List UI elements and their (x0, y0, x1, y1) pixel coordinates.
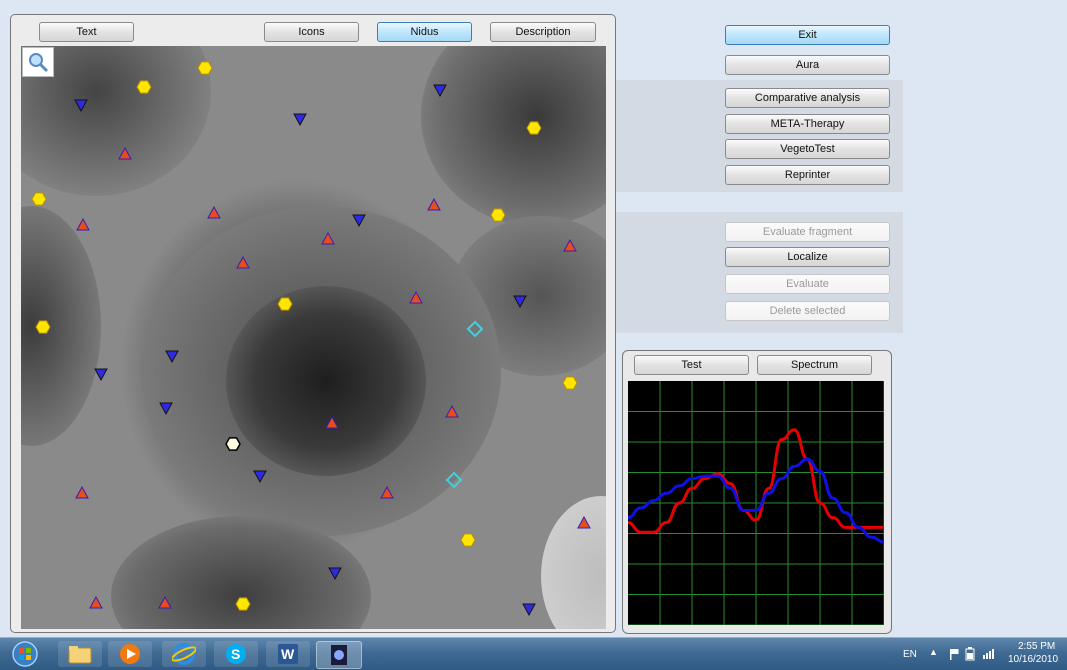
nidus-hexagon-marker[interactable] (31, 192, 47, 206)
folder-icon (68, 646, 92, 664)
spectrum-chart (627, 381, 885, 626)
test-button[interactable]: Test (634, 355, 749, 375)
triangle-down-marker[interactable] (74, 99, 88, 113)
tray-expand-icon[interactable]: ▲ (929, 647, 938, 657)
triangle-up-marker[interactable] (563, 238, 577, 252)
triangle-down-marker[interactable] (94, 368, 108, 382)
triangle-down-marker[interactable] (513, 295, 527, 309)
spectrum-series-line-1 (627, 457, 885, 544)
nidus-hexagon-marker[interactable] (235, 597, 251, 611)
triangle-up-marker[interactable] (118, 146, 132, 160)
nidus-hexagon-marker[interactable] (526, 121, 542, 135)
taskbar-skype[interactable]: S (214, 641, 258, 667)
app-icon (331, 645, 347, 665)
triangle-up-marker[interactable] (380, 485, 394, 499)
nidus-hexagon-marker[interactable] (136, 80, 152, 94)
triangle-up-marker[interactable] (427, 197, 441, 211)
triangle-up-marker[interactable] (577, 515, 591, 529)
triangle-up-marker[interactable] (76, 217, 90, 231)
nucleus (226, 286, 426, 476)
media-player-icon (120, 644, 140, 664)
triangle-down-marker[interactable] (522, 603, 536, 617)
triangle-down-marker[interactable] (253, 470, 267, 484)
triangle-down-marker[interactable] (159, 402, 173, 416)
reprinter-button[interactable]: Reprinter (725, 165, 890, 185)
comparative-analysis-button[interactable]: Comparative analysis (725, 88, 890, 108)
triangle-up-marker[interactable] (409, 290, 423, 304)
triangle-up-marker[interactable] (158, 595, 172, 609)
taskbar-media-player[interactable] (108, 641, 152, 667)
nidus-hexagon-marker[interactable] (277, 297, 293, 311)
delete-selected-button[interactable]: Delete selected (725, 301, 890, 321)
flag-icon[interactable] (948, 648, 960, 660)
spectrum-chart-svg (627, 381, 885, 626)
aura-button[interactable]: Aura (725, 55, 890, 75)
start-orb-icon (12, 641, 38, 667)
clock-date[interactable]: 10/16/2010 (1008, 654, 1059, 665)
triangle-up-marker[interactable] (75, 485, 89, 499)
triangle-up-marker[interactable] (236, 255, 250, 269)
nidus-hexagon-marker[interactable] (197, 61, 213, 75)
signal-icon[interactable] (982, 647, 996, 659)
diamond-marker[interactable] (445, 471, 463, 489)
evaluate-fragment-button[interactable]: Evaluate fragment (725, 222, 890, 242)
clock-time[interactable]: 2:55 PM (1018, 641, 1056, 652)
triangle-up-marker[interactable] (89, 595, 103, 609)
triangle-up-marker[interactable] (321, 231, 335, 245)
battery-icon[interactable] (965, 647, 975, 661)
spectrum-series-line-0 (627, 428, 884, 534)
triangle-down-marker[interactable] (293, 113, 307, 127)
skype-icon: S (226, 644, 246, 664)
evaluate-button[interactable]: Evaluate (725, 274, 890, 294)
nidus-hexagon-marker[interactable] (490, 208, 506, 222)
svg-text:W: W (281, 646, 295, 662)
tab-text[interactable]: Text (39, 22, 134, 42)
nidus-hexagon-marker[interactable] (562, 376, 578, 390)
start-button[interactable] (8, 641, 42, 667)
taskbar-word[interactable]: W (266, 641, 310, 667)
nidus-hexagon-marker[interactable] (35, 320, 51, 334)
localize-button[interactable]: Localize (725, 247, 890, 267)
cell-image-view[interactable] (21, 46, 606, 629)
triangle-down-marker[interactable] (433, 84, 447, 98)
taskbar-internet-explorer[interactable] (162, 641, 206, 667)
triangle-up-marker[interactable] (325, 415, 339, 429)
exit-button[interactable]: Exit (725, 25, 890, 45)
tab-nidus[interactable]: Nidus (377, 22, 472, 42)
magnifier-icon (29, 53, 49, 73)
triangle-down-marker[interactable] (328, 567, 342, 581)
word-icon: W (278, 644, 298, 664)
meta-therapy-button[interactable]: META-Therapy (725, 114, 890, 134)
nidus-hexagon-marker[interactable] (460, 533, 476, 547)
triangle-up-marker[interactable] (207, 205, 221, 219)
taskbar: S W EN ▲ 2:55 PM 10/16/2010 (0, 637, 1067, 670)
marker-layer[interactable] (21, 46, 606, 629)
spectrum-button[interactable]: Spectrum (757, 355, 872, 375)
internet-explorer-icon (172, 643, 196, 665)
svg-text:S: S (231, 646, 240, 662)
diamond-marker[interactable] (466, 320, 484, 338)
taskbar-explorer[interactable] (58, 641, 102, 667)
triangle-down-marker[interactable] (352, 214, 366, 228)
triangle-down-marker[interactable] (165, 350, 179, 364)
tab-icons[interactable]: Icons (264, 22, 359, 42)
tab-description[interactable]: Description (490, 22, 596, 42)
zoom-button[interactable] (22, 47, 54, 77)
language-indicator[interactable]: EN (903, 649, 917, 660)
selected-hexagon-marker[interactable] (225, 437, 241, 451)
triangle-up-marker[interactable] (445, 404, 459, 418)
taskbar-app[interactable] (316, 641, 362, 669)
vegetotest-button[interactable]: VegetoTest (725, 139, 890, 159)
